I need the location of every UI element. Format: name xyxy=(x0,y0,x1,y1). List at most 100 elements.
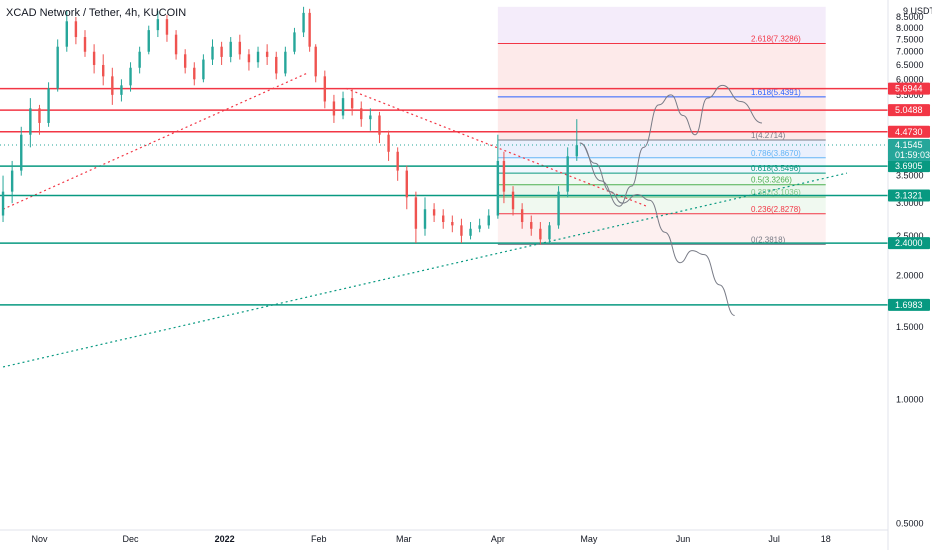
x-tick-label: May xyxy=(580,534,598,544)
candle-body xyxy=(211,46,214,60)
chart-title: XCAD Network / Tether, 4h, KUCOIN xyxy=(6,7,186,19)
y-unit-label: 9 USDT xyxy=(903,6,932,16)
projection-path xyxy=(579,84,763,207)
candle-body xyxy=(423,209,427,229)
candle-body xyxy=(147,30,150,52)
candle-body xyxy=(20,134,23,171)
trendline xyxy=(345,87,647,207)
candle-body xyxy=(369,115,372,120)
candle-body xyxy=(74,21,78,38)
current-price-tag xyxy=(888,138,930,161)
candle-body xyxy=(83,37,87,52)
candle-body xyxy=(256,51,260,63)
fib-level-label: 0.618(3.5496) xyxy=(751,164,801,173)
candle-body xyxy=(511,191,515,210)
candle-body xyxy=(275,56,278,74)
level-price-tag-text: 4.4730 xyxy=(895,127,923,137)
candle-body xyxy=(442,215,445,223)
candle-body xyxy=(487,215,490,226)
fib-zone xyxy=(497,184,826,198)
y-tick-label: 7.5000 xyxy=(896,34,924,44)
fib-level-label: 0.5(3.3266) xyxy=(751,176,792,185)
y-tick-label: 3.0000 xyxy=(896,198,924,208)
candle-body xyxy=(165,19,169,35)
candle-body xyxy=(47,88,50,123)
candle-body xyxy=(548,225,551,240)
x-tick-label: 18 xyxy=(821,534,831,544)
trendline-layer xyxy=(2,72,848,368)
candle-body xyxy=(539,228,542,240)
candle-body xyxy=(284,51,287,74)
level-price-tag xyxy=(888,298,930,311)
fib-zone xyxy=(497,173,826,185)
fib-level-label: 0.382(3.1036) xyxy=(751,188,801,197)
x-tick-label: Apr xyxy=(491,534,505,544)
candle-body xyxy=(575,145,578,157)
y-tick-label: 6.0000 xyxy=(896,74,924,84)
candle-body xyxy=(557,191,560,226)
y-tick-label: 2.5000 xyxy=(896,231,924,241)
candle-body xyxy=(332,101,336,116)
candle-body xyxy=(308,12,311,47)
x-tick-label: Feb xyxy=(311,534,327,544)
y-tick-label: 1.5000 xyxy=(896,322,924,332)
level-price-tag-text: 5.0488 xyxy=(895,105,923,115)
candle-body xyxy=(323,76,327,102)
candle-body xyxy=(293,32,296,52)
x-tick-label: Nov xyxy=(31,534,48,544)
candle-body xyxy=(38,108,41,123)
candle-body xyxy=(302,12,305,33)
y-tick-label: 5.5000 xyxy=(896,90,924,100)
candle-body xyxy=(92,51,96,65)
candle-body xyxy=(478,225,481,229)
fib-level-label: 0(2.3818) xyxy=(751,235,786,244)
y-tick-label: 8.5000 xyxy=(896,12,924,22)
y-tick-label: 3.5000 xyxy=(896,171,924,181)
level-price-tag-text: 3.1321 xyxy=(895,190,923,200)
fib-zone xyxy=(497,6,826,44)
candle-body xyxy=(360,108,363,120)
candle-body xyxy=(65,21,68,47)
x-tick-label: Mar xyxy=(396,534,412,544)
fib-extension-layer: 2.618(7.3286) 1.618(5.4391) 1(4.2714) 0.786… xyxy=(497,6,826,245)
candle-body xyxy=(238,41,242,55)
trendline xyxy=(2,72,307,210)
candle-body xyxy=(502,160,506,192)
y-tick-label: 8.0000 xyxy=(896,23,924,33)
projection-layer xyxy=(579,84,763,317)
candle-body xyxy=(341,98,345,116)
candle-body xyxy=(460,225,463,236)
candle-body xyxy=(405,170,408,198)
level-price-tag-text: 2.4000 xyxy=(895,238,923,248)
candle-body xyxy=(202,59,205,80)
candle-body xyxy=(56,46,59,89)
level-price-tag xyxy=(888,82,930,95)
horizontal-levels-layer xyxy=(0,87,888,306)
candle-body xyxy=(469,228,472,236)
candle-body xyxy=(120,85,123,95)
candle-body xyxy=(451,222,454,226)
candle-body xyxy=(220,46,223,57)
level-price-tag-text: 3.6905 xyxy=(895,161,923,171)
candle-body xyxy=(29,108,32,135)
y-tick-label: 1.0000 xyxy=(896,395,924,405)
candle-body xyxy=(378,115,381,135)
trendline xyxy=(2,172,848,368)
x-tick-label: Jun xyxy=(676,534,691,544)
level-price-tag xyxy=(888,104,930,117)
level-price-tag-text: 1.6983 xyxy=(895,300,923,310)
candles-layer xyxy=(1,6,578,245)
candle-body xyxy=(314,46,317,77)
candle-body xyxy=(102,64,105,77)
candle-body xyxy=(1,191,5,216)
level-price-tag xyxy=(888,237,930,250)
candle-body xyxy=(229,41,232,57)
fib-zone xyxy=(497,197,826,214)
fib-level-label: 0.236(2.8278) xyxy=(751,205,801,214)
candle-body xyxy=(10,170,14,192)
candle-body xyxy=(432,209,436,216)
level-price-tag-text: 5.6944 xyxy=(895,84,923,94)
